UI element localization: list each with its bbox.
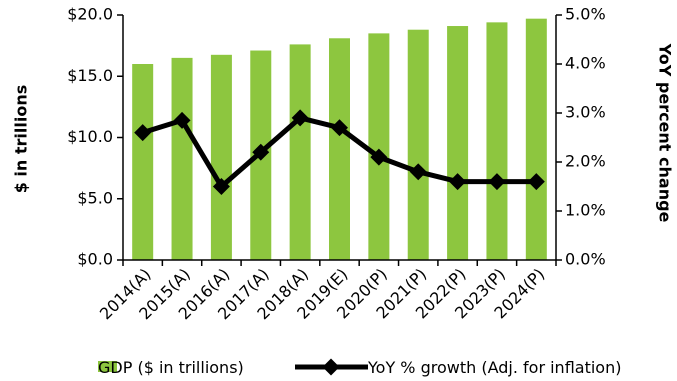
growth-marker [212,178,230,195]
y2-tick-label: 1.0% [565,201,606,220]
growth-marker [173,111,191,129]
y-tick-label: $0.0 [77,250,113,269]
gdp-bar [329,38,350,261]
y2-tick-label: 0.0% [565,250,606,269]
gdp-bar [486,22,508,260]
y-tick-label: $15.0 [67,66,113,85]
gdp-bar [171,57,193,260]
gdp-bar [289,44,311,261]
growth-marker [331,119,348,137]
y2-tick-label: 4.0% [565,54,606,73]
y2-tick-label: 3.0% [565,103,606,122]
gdp-bar [210,54,232,260]
y-tick-label: $10.0 [67,127,113,146]
y2-tick-label: 5.0% [565,5,606,24]
y-tick-label: $20.0 [67,5,113,24]
legend-marker-growth [322,358,340,376]
growth-marker [252,143,270,161]
growth-marker [370,148,388,166]
legend-label-gdp: GDP ($ in trillions) [98,358,244,377]
y-tick-label: $5.0 [77,188,113,207]
growth-line-layer [134,109,545,195]
growth-marker [449,173,467,191]
legend-swatch-gdp [98,361,117,372]
legend-label-growth: YoY % growth (Adj. for inflation) [367,358,621,377]
gdp-bar [407,29,429,261]
gdp-bar [132,64,154,260]
growth-marker [409,163,427,181]
legend: GDP ($ in trillions) YoY % growth (Adj. … [98,358,621,377]
gdp-bar [368,33,390,260]
y-axis-title: $ in trillions [12,85,31,194]
growth-marker [291,109,309,127]
gdp-bar [525,18,547,260]
y2-tick-label: 2.0% [565,152,606,171]
gdp-bar [447,26,469,261]
growth-marker [134,124,152,142]
y2-axis-title: YoY percent change [656,43,675,223]
growth-marker [488,173,506,191]
growth-marker [527,173,545,191]
